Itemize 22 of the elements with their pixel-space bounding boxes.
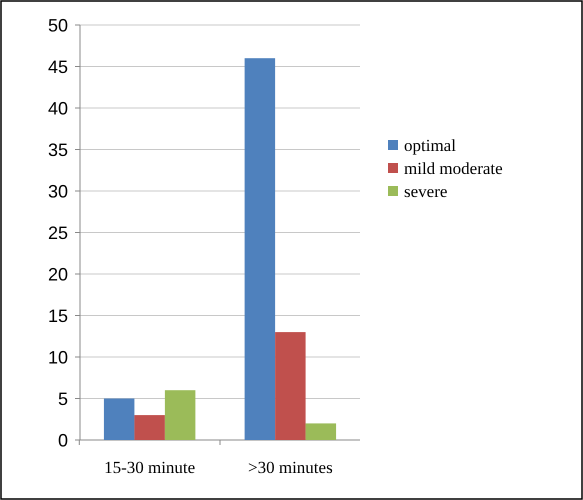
y-tick-label: 45	[48, 56, 68, 77]
bar	[164, 390, 196, 440]
bar	[244, 58, 276, 440]
bar	[306, 423, 336, 440]
y-tick-label: 30	[48, 181, 68, 202]
y-tick-label: 15	[48, 306, 68, 326]
legend-label: optimal	[404, 136, 456, 155]
y-tick-label: 50	[48, 15, 68, 36]
x-tick-label: >30 minutes	[248, 458, 333, 477]
y-tick-label: 35	[48, 140, 68, 160]
x-tick-label: 15-30 minute	[104, 458, 196, 477]
y-tick-label: 20	[48, 264, 68, 284]
legend-label: mild moderate	[404, 158, 503, 178]
bar	[275, 332, 306, 440]
y-tick-label: 0	[58, 430, 68, 450]
y-tick-label: 25	[48, 222, 68, 243]
legend-label: severe	[404, 182, 448, 201]
bar	[104, 398, 134, 440]
bar	[134, 415, 165, 440]
y-tick-label: 5	[58, 388, 68, 409]
y-tick-label: 10	[48, 347, 68, 368]
y-tick-label: 40	[48, 98, 68, 118]
